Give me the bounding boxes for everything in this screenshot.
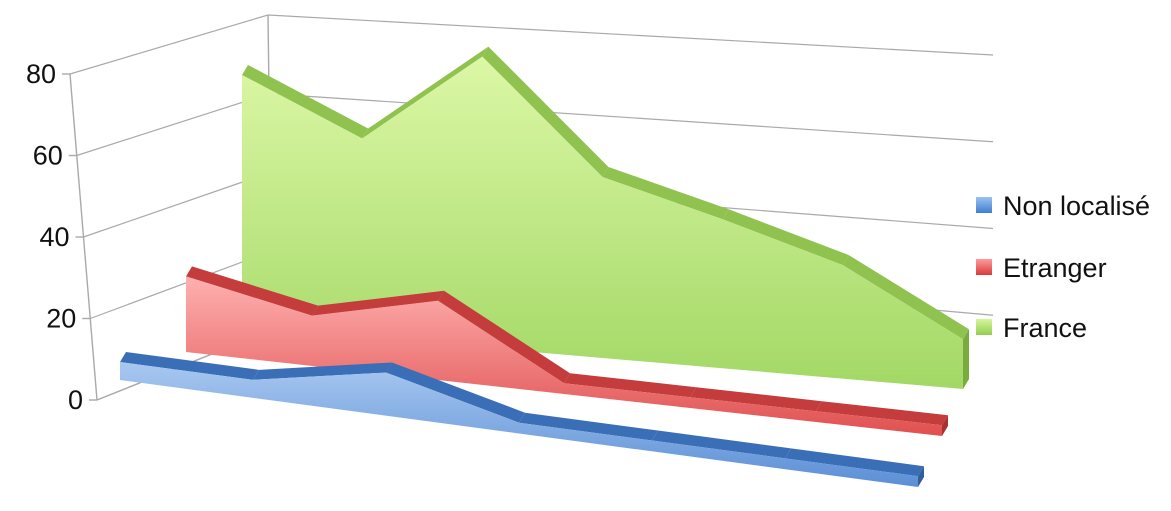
series-top-edge-segment <box>242 64 369 139</box>
legend-swatch <box>976 197 992 213</box>
series-non-localise <box>120 352 924 487</box>
series-top-edge-segment <box>482 46 609 177</box>
series-top-edge-segment <box>438 290 570 384</box>
series-top-edge-segment <box>519 412 658 441</box>
series-top-edge-segment <box>386 362 525 423</box>
gridline-left-wall <box>90 250 272 320</box>
series-etranger <box>186 266 948 436</box>
series-top-edge-segment <box>564 373 696 398</box>
gridline-back-wall <box>268 93 994 143</box>
legend: Non localisé Etranger France <box>976 191 1150 343</box>
series-top-edge-segment <box>816 401 948 426</box>
series-side-cap <box>918 466 924 487</box>
y-tick-label: 40 <box>39 222 69 252</box>
y-axis-ticks: 0 20 40 60 80 <box>26 59 97 415</box>
y-tick-label: 60 <box>33 141 63 171</box>
legend-label: Etranger <box>1003 253 1107 283</box>
series-top-edge-segment <box>362 46 489 139</box>
y-tick-label: 20 <box>46 304 76 334</box>
series-top-edge-segment <box>186 266 318 316</box>
series-area-face <box>186 276 942 436</box>
y-tick-label: 0 <box>68 385 83 415</box>
legend-entry: France <box>976 313 1087 343</box>
legend-entry: Non localisé <box>976 191 1150 221</box>
series-top-edge-segment <box>253 362 392 380</box>
legend-entry: Etranger <box>976 253 1107 283</box>
series-side-cap <box>942 415 948 436</box>
legend-swatch <box>976 259 992 275</box>
y-tick-label: 80 <box>26 59 56 89</box>
gridline-back-wall <box>267 14 994 56</box>
series-top-edge-segment <box>312 290 444 316</box>
series-top-edge-segment <box>842 255 969 340</box>
gridline-left-wall <box>69 14 269 75</box>
series-top-edge-segment <box>690 387 822 412</box>
series-top-edge-segment <box>120 352 259 380</box>
legend-label: Non localisé <box>1003 191 1150 221</box>
series-top-edge-segment <box>602 166 729 220</box>
series-top-edge-segment <box>722 209 849 266</box>
series-area-face <box>120 362 918 487</box>
series-layer <box>120 46 969 487</box>
legend-swatch <box>976 319 992 335</box>
legend-label: France <box>1003 313 1087 343</box>
gridline-left-wall <box>83 171 271 238</box>
series-top-edge-segment <box>785 448 924 477</box>
gridline-left-wall <box>76 93 270 157</box>
series-top-edge-segment <box>652 430 791 459</box>
series-side-cap <box>963 329 969 389</box>
